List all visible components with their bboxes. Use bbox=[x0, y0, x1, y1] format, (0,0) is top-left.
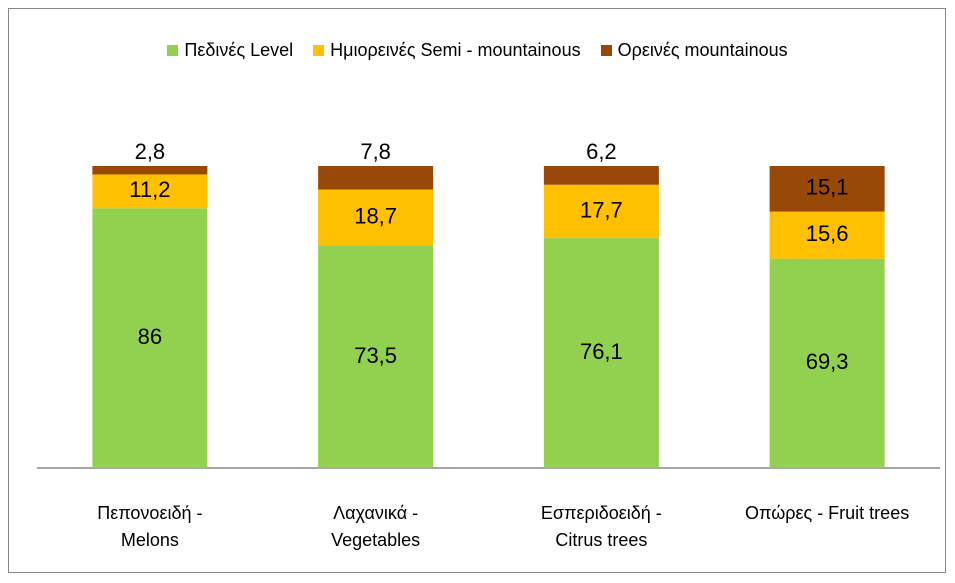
bar-segment bbox=[769, 258, 885, 468]
x-tick-label: Οπώρες - Fruit trees bbox=[745, 503, 910, 523]
bar-segment bbox=[92, 166, 208, 175]
legend-swatch bbox=[167, 45, 179, 56]
data-label: 69,3 bbox=[806, 349, 849, 374]
legend-swatch bbox=[313, 45, 325, 56]
bar-segment bbox=[318, 189, 434, 247]
legend-swatch bbox=[600, 45, 612, 56]
data-label: 76,1 bbox=[580, 339, 623, 364]
data-label: 15,6 bbox=[806, 221, 849, 246]
legend-item: Ημιορεινές Semi - mountainous bbox=[313, 40, 581, 61]
chart-frame bbox=[8, 8, 946, 573]
bar-segment bbox=[318, 166, 434, 190]
bar-segment bbox=[769, 166, 885, 212]
data-label: 73,5 bbox=[354, 343, 397, 368]
x-tick-label: Πεπονοειδή - Melons bbox=[97, 503, 203, 550]
bar-segment bbox=[543, 166, 659, 185]
bar-segment bbox=[318, 246, 434, 468]
legend-label: Ημιορεινές Semi - mountainous bbox=[330, 40, 581, 60]
data-label: 18,7 bbox=[354, 204, 397, 229]
bar-segment bbox=[769, 211, 885, 259]
bar-segment bbox=[92, 174, 208, 209]
data-label: 7,8 bbox=[360, 139, 391, 164]
legend-item: Πεδινές Level bbox=[167, 40, 293, 61]
data-label: 86 bbox=[138, 324, 162, 349]
bar-segment bbox=[543, 238, 659, 468]
data-label: 17,7 bbox=[580, 197, 623, 222]
data-label: 2,8 bbox=[135, 139, 166, 164]
legend: Πεδινές Level Ημιορεινές Semi - mountaino… bbox=[0, 40, 955, 61]
legend-label: Πεδινές Level bbox=[184, 40, 294, 60]
bar-segment bbox=[92, 208, 208, 468]
legend-item: Ορεινές mountainous bbox=[600, 40, 788, 61]
data-label: 15,1 bbox=[806, 175, 849, 200]
data-label: 6,2 bbox=[586, 139, 617, 164]
bar-segment bbox=[543, 184, 659, 239]
x-tick-label: Εσπεριδοειδή - Citrus trees bbox=[540, 503, 662, 550]
x-tick-label: Λαχανικά - Vegetables bbox=[331, 503, 421, 550]
data-label: 11,2 bbox=[129, 177, 170, 202]
legend-label: Ορεινές mountainous bbox=[617, 40, 788, 60]
